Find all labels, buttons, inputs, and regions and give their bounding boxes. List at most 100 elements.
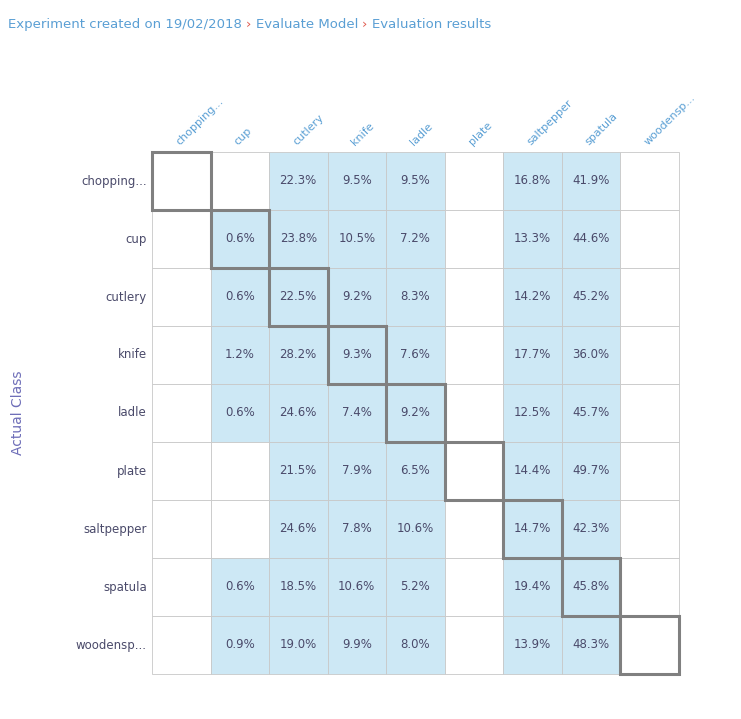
Bar	[386, 616, 445, 674]
Text: knife: knife	[118, 349, 147, 362]
Text: 28.2%: 28.2%	[279, 349, 317, 362]
Bar	[445, 558, 503, 616]
Bar	[210, 442, 269, 500]
Text: 9.3%: 9.3%	[342, 349, 372, 362]
Text: 9.5%: 9.5%	[400, 175, 430, 188]
Bar	[503, 616, 562, 674]
Bar	[152, 152, 210, 210]
Bar	[210, 384, 269, 442]
Bar	[445, 268, 503, 326]
Text: 9.5%: 9.5%	[342, 175, 372, 188]
Text: plate: plate	[117, 464, 147, 477]
Text: 22.5%: 22.5%	[279, 290, 317, 303]
Text: cutlery: cutlery	[291, 112, 326, 147]
Bar	[562, 268, 620, 326]
Text: 7.4%: 7.4%	[342, 406, 372, 419]
Text: 22.3%: 22.3%	[279, 175, 317, 188]
Bar	[269, 616, 328, 674]
Text: saltpepper: saltpepper	[84, 523, 147, 536]
Bar	[386, 152, 445, 210]
Text: 41.9%: 41.9%	[572, 175, 609, 188]
Text: 13.3%: 13.3%	[514, 232, 551, 245]
Bar	[620, 268, 679, 326]
Bar	[445, 500, 503, 558]
Bar	[620, 616, 679, 674]
Bar	[386, 210, 445, 268]
Text: 7.9%: 7.9%	[342, 464, 372, 477]
Text: cutlery: cutlery	[106, 290, 147, 303]
Bar	[386, 384, 445, 442]
Bar	[152, 384, 210, 442]
Bar	[503, 326, 562, 384]
Bar	[386, 500, 445, 558]
Bar	[210, 210, 269, 268]
Bar	[152, 558, 210, 616]
Text: 10.6%: 10.6%	[338, 580, 376, 593]
Text: spatula: spatula	[103, 580, 147, 593]
Bar	[152, 500, 210, 558]
Text: 49.7%: 49.7%	[572, 464, 609, 477]
Bar	[445, 326, 503, 384]
Bar	[562, 210, 620, 268]
Text: ›: ›	[362, 18, 372, 31]
Bar	[503, 384, 562, 442]
Bar	[269, 442, 328, 500]
Bar	[503, 152, 562, 210]
Bar	[152, 442, 210, 500]
Bar	[503, 268, 562, 326]
Bar	[152, 268, 210, 326]
Bar	[152, 152, 210, 210]
Bar	[210, 500, 269, 558]
Bar	[328, 500, 386, 558]
Bar	[328, 210, 386, 268]
Bar	[269, 210, 328, 268]
Text: 24.6%: 24.6%	[279, 523, 317, 536]
Text: 45.7%: 45.7%	[572, 406, 609, 419]
Text: 7.2%: 7.2%	[400, 232, 431, 245]
Bar	[152, 326, 210, 384]
Text: 8.0%: 8.0%	[400, 638, 430, 651]
Text: 10.6%: 10.6%	[396, 523, 434, 536]
Bar	[503, 442, 562, 500]
Text: 0.6%: 0.6%	[225, 290, 255, 303]
Text: 24.6%: 24.6%	[279, 406, 317, 419]
Text: woodensp...: woodensp...	[76, 638, 147, 651]
Bar	[269, 152, 328, 210]
Bar	[386, 442, 445, 500]
Text: woodensp...: woodensp...	[642, 92, 697, 147]
Bar	[328, 442, 386, 500]
Text: ›: ›	[246, 18, 256, 31]
Bar	[562, 442, 620, 500]
Bar	[620, 442, 679, 500]
Bar	[562, 326, 620, 384]
Text: 14.2%: 14.2%	[514, 290, 551, 303]
Text: 1.2%: 1.2%	[225, 349, 255, 362]
Bar	[620, 558, 679, 616]
Text: 10.5%: 10.5%	[338, 232, 375, 245]
Bar	[328, 326, 386, 384]
Bar	[269, 268, 328, 326]
Bar	[503, 558, 562, 616]
Bar	[562, 500, 620, 558]
Bar	[620, 210, 679, 268]
Bar	[269, 326, 328, 384]
Bar	[445, 384, 503, 442]
Bar	[445, 616, 503, 674]
Text: 7.8%: 7.8%	[342, 523, 372, 536]
Text: 7.6%: 7.6%	[400, 349, 431, 362]
Bar	[620, 326, 679, 384]
Bar	[445, 210, 503, 268]
Bar	[562, 616, 620, 674]
Text: 8.3%: 8.3%	[400, 290, 430, 303]
Bar	[562, 384, 620, 442]
Text: plate: plate	[467, 120, 494, 147]
Bar	[328, 268, 386, 326]
Text: 18.5%: 18.5%	[279, 580, 317, 593]
Bar	[210, 558, 269, 616]
Text: cup: cup	[126, 232, 147, 245]
Text: cup: cup	[233, 126, 254, 147]
Bar	[620, 384, 679, 442]
Text: 9.2%: 9.2%	[400, 406, 431, 419]
Bar	[152, 616, 210, 674]
Bar	[328, 558, 386, 616]
